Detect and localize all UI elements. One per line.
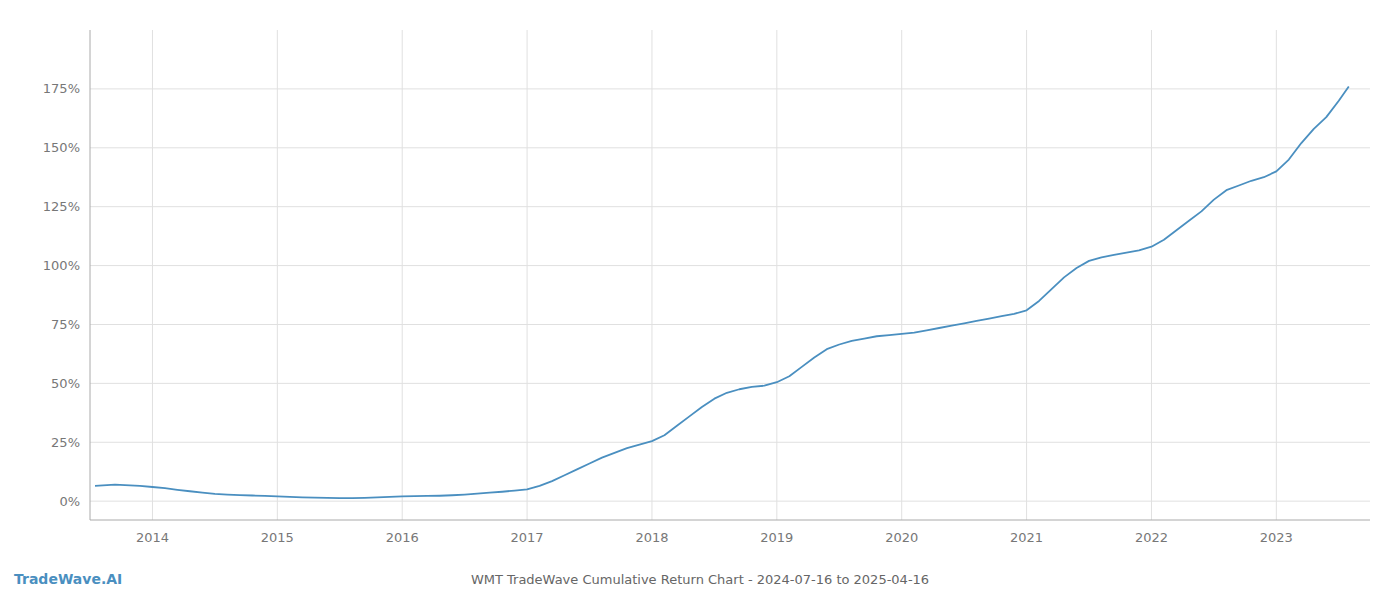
x-grid-line	[776, 30, 777, 520]
y-grid-line	[90, 88, 1370, 89]
y-tick-label: 75%	[51, 317, 80, 332]
x-tick-label: 2022	[1135, 530, 1168, 545]
y-grid-line	[90, 206, 1370, 207]
y-tick-label: 0%	[59, 494, 80, 509]
y-tick-label: 100%	[43, 258, 80, 273]
x-grid-line	[1276, 30, 1277, 520]
chart: 2014 2015 2016 2017 2018 2019 2020 2021 2022 2023…	[0, 0, 1400, 600]
x-tick-label: 2018	[635, 530, 668, 545]
y-tick-label: 150%	[43, 140, 80, 155]
x-grid-line	[901, 30, 902, 520]
x-tick-label: 2014	[136, 530, 169, 545]
tick-labels: 2014 2015 2016 2017 2018 2019 2020 2021 2022 2023…	[43, 81, 1293, 545]
plot-area	[95, 87, 1349, 499]
x-grid-line	[527, 30, 528, 520]
x-tick-label: 2016	[386, 530, 419, 545]
x-axis-line	[90, 520, 1370, 521]
y-tick-label: 25%	[51, 435, 80, 450]
y-grid-line	[90, 442, 1370, 443]
y-tick-label: 50%	[51, 376, 80, 391]
x-grid-line	[1026, 30, 1027, 520]
y-axis-line	[90, 30, 91, 520]
y-grid-line	[90, 265, 1370, 266]
background	[0, 0, 1400, 600]
y-grid-line	[90, 501, 1370, 502]
x-tick-label: 2020	[885, 530, 918, 545]
y-grid-line	[90, 383, 1370, 384]
x-grid-line	[402, 30, 403, 520]
x-tick-label: 2023	[1260, 530, 1293, 545]
title: WMT TradeWave Cumulative Return Chart - …	[471, 572, 929, 587]
x-grid-line	[277, 30, 278, 520]
y-grid-line	[90, 147, 1370, 148]
watermark: TradeWave.AI	[14, 571, 122, 587]
x-tick-label: 2017	[511, 530, 544, 545]
x-grid-line	[651, 30, 652, 520]
y-grid-line	[90, 324, 1370, 325]
x-tick-label: 2015	[261, 530, 294, 545]
grid	[90, 30, 1370, 520]
y-tick-label: 125%	[43, 199, 80, 214]
x-grid-line	[1151, 30, 1152, 520]
x-tick-label: 2021	[1010, 530, 1043, 545]
line	[95, 87, 1349, 499]
x-tick-label: 2019	[760, 530, 793, 545]
y-tick-label: 175%	[43, 81, 80, 96]
x-grid-line	[152, 30, 153, 520]
